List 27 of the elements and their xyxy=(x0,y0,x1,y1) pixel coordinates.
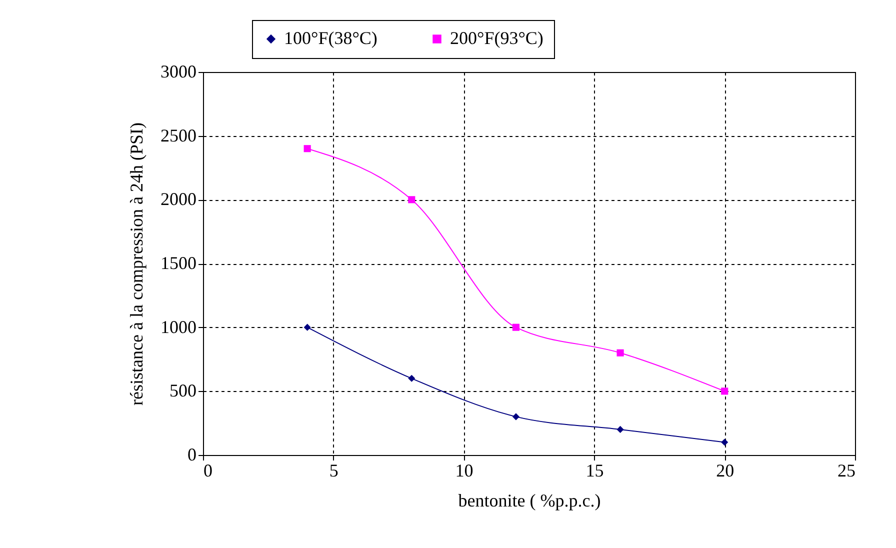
y-tick-label: 500 xyxy=(170,380,196,401)
y-tick-label: 0 xyxy=(188,444,196,464)
point xyxy=(304,324,311,331)
point xyxy=(616,349,624,356)
x-tick-label: 25 xyxy=(838,460,856,480)
y-tick-label: 1500 xyxy=(160,253,196,273)
x-tick-label: 15 xyxy=(586,460,604,480)
x-tick-label: 5 xyxy=(329,460,338,480)
y-tick-label: 3000 xyxy=(160,62,196,82)
legend-label: 100°F(38°C) xyxy=(284,28,378,48)
legend-label: 200°F(93°C) xyxy=(450,28,544,48)
x-tick-label: 0 xyxy=(204,460,212,480)
y-tick-label: 1000 xyxy=(160,316,196,337)
x-tick-label: 20 xyxy=(716,460,734,480)
x-axis-title: bentonite ( %p.p.c.) xyxy=(458,490,601,510)
point xyxy=(616,426,624,434)
x-tick-label: 10 xyxy=(455,460,474,480)
point xyxy=(721,388,728,395)
point xyxy=(408,374,416,382)
point xyxy=(721,438,728,446)
point xyxy=(512,413,520,420)
point xyxy=(512,324,520,331)
y-tick-label: 2500 xyxy=(160,125,196,146)
point xyxy=(304,145,311,152)
y-tick-label: 2000 xyxy=(160,189,196,210)
point xyxy=(408,196,416,204)
y-axis-title: résistance à la compression à 24h (PSI) xyxy=(126,122,146,406)
